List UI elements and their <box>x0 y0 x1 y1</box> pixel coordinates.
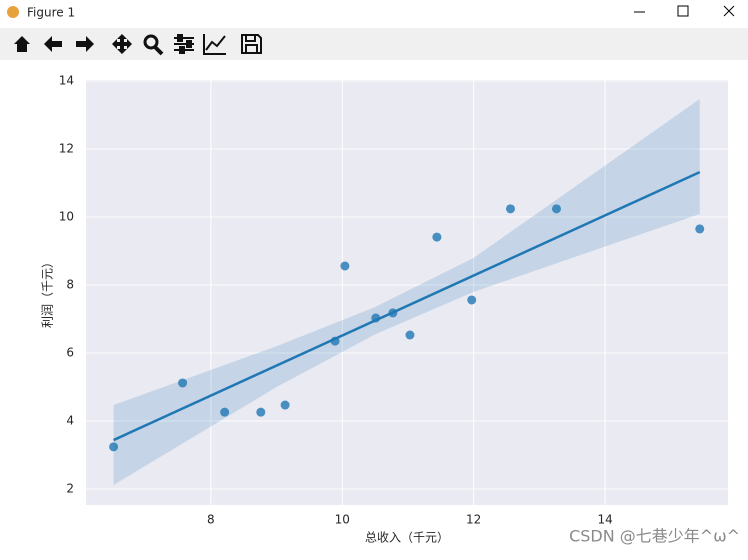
scatter-point <box>256 407 266 417</box>
y-tick-label: 8 <box>66 278 74 292</box>
y-tick-label: 14 <box>59 74 74 88</box>
y-tick-label: 12 <box>59 142 74 156</box>
scatter-point <box>505 204 515 214</box>
close-button[interactable] <box>723 5 735 17</box>
zoom-button[interactable] <box>143 34 164 56</box>
scatter-point <box>280 400 290 410</box>
scatter-point <box>551 204 561 214</box>
scatter-point <box>467 295 477 305</box>
scatter-point <box>340 261 350 271</box>
x-tick-label: 12 <box>466 513 481 527</box>
scatter-point <box>432 232 442 242</box>
save-button[interactable] <box>241 34 262 54</box>
scatter-point <box>220 407 230 417</box>
plot-area <box>86 80 728 505</box>
x-tick-label: 10 <box>335 513 350 527</box>
scatter-point <box>695 224 705 234</box>
scatter-point <box>109 442 119 452</box>
edit-axis-button[interactable] <box>203 34 226 55</box>
maximize-button[interactable] <box>677 5 689 17</box>
x-tick-label: 8 <box>207 513 215 527</box>
x-tick-label: 14 <box>597 513 612 527</box>
y-tick-label: 10 <box>59 210 74 224</box>
title-bar <box>0 0 748 28</box>
back-button[interactable] <box>44 36 62 52</box>
configure-button[interactable] <box>174 34 194 54</box>
y-tick-label: 4 <box>66 414 74 428</box>
forward-button[interactable] <box>76 36 94 52</box>
y-tick-label: 2 <box>66 482 74 496</box>
home-button[interactable] <box>14 36 30 52</box>
scatter-point <box>405 330 415 340</box>
y-tick-label: 6 <box>66 346 74 360</box>
pan-button[interactable] <box>112 34 132 54</box>
y-axis-label: 利润（千元） <box>41 256 55 328</box>
confidence-band <box>113 99 700 485</box>
watermark: CSDN @七巷少年^ω^ <box>569 527 740 546</box>
x-axis-label: 总收入（千元） <box>365 531 449 545</box>
scatter-point <box>178 378 188 388</box>
regression-line <box>113 171 701 442</box>
window-title: Figure 1 <box>27 6 75 20</box>
app-icon <box>7 6 19 18</box>
